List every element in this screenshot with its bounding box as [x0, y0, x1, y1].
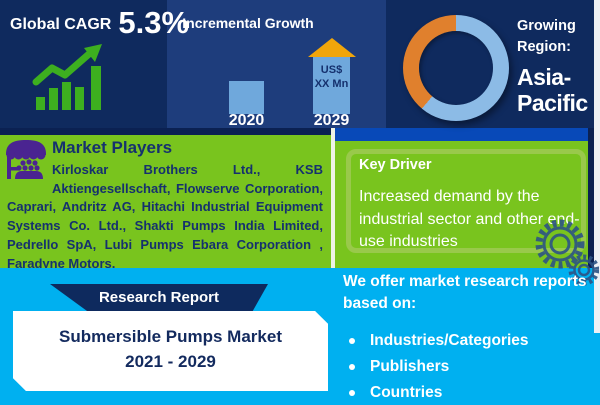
divider-strip [0, 128, 600, 135]
market-players-title: Market Players [52, 138, 173, 157]
list-item: Industries/Categories [343, 332, 595, 350]
cagr-label: Global CAGR [10, 16, 112, 33]
growing-region-value: Asia-Pacific [517, 64, 588, 116]
report-title-line1: Submersible Pumps Market [59, 327, 282, 346]
growth-chart-icon [32, 42, 112, 112]
offer-intro: We offer market research reports based o… [343, 273, 587, 312]
offer-item-label: Countries [370, 384, 443, 402]
list-item: Publishers [343, 358, 595, 376]
offer-block: We offer market research reports based o… [343, 271, 595, 405]
offer-item-label: Publishers [370, 358, 450, 376]
right-page-edge [594, 0, 600, 333]
right-navy-edge [588, 128, 594, 268]
market-stall-icon [3, 137, 49, 181]
bullet-dot [349, 364, 355, 371]
offer-item-label: Industries/Categories [370, 332, 529, 350]
year-label-2020: 2020 [228, 112, 265, 129]
bullet-dot [349, 390, 355, 397]
market-players-panel: Market Players Kirloskar Brothers Ltd., … [0, 135, 331, 268]
market-players-companies: Kirloskar Brothers Ltd., KSB Aktiengesel… [7, 162, 323, 268]
vertical-divider [331, 128, 335, 268]
incremental-growth-title: Incremental Growth [182, 15, 314, 31]
key-driver-text: Increased demand by the industrial secto… [359, 188, 580, 251]
report-title-line2: 2021 - 2029 [125, 352, 216, 371]
year-label-2029: 2029 [313, 112, 350, 129]
key-driver-top-strip [335, 128, 594, 141]
growing-region-block: Growing Region: Asia-Pacific [517, 16, 595, 117]
global-cagr-stat: Global CAGR 5.3% [10, 7, 189, 38]
donut-hole [419, 31, 493, 105]
arrow-up-triangle [308, 38, 356, 57]
bullet-dot [349, 338, 355, 345]
list-item: Countries [343, 384, 595, 402]
key-driver-title: Key Driver [359, 157, 432, 173]
gears-icon [527, 212, 600, 290]
bar-2029: US$ XX Mn [313, 57, 350, 114]
research-report-banner: Research Report [50, 284, 268, 311]
key-driver-box: Key Driver Increased demand by the indus… [346, 149, 586, 253]
offer-list: Industries/Categories Publishers Countri… [343, 332, 595, 402]
growing-region-label: Growing Region: [517, 18, 576, 56]
bar-2020 [229, 81, 264, 114]
bar-2029-value: US$ XX Mn [314, 64, 349, 91]
cagr-value: 5.3% [118, 5, 190, 40]
report-title-box: Submersible Pumps Market 2021 - 2029 [13, 311, 328, 391]
donut-chart [403, 15, 509, 121]
